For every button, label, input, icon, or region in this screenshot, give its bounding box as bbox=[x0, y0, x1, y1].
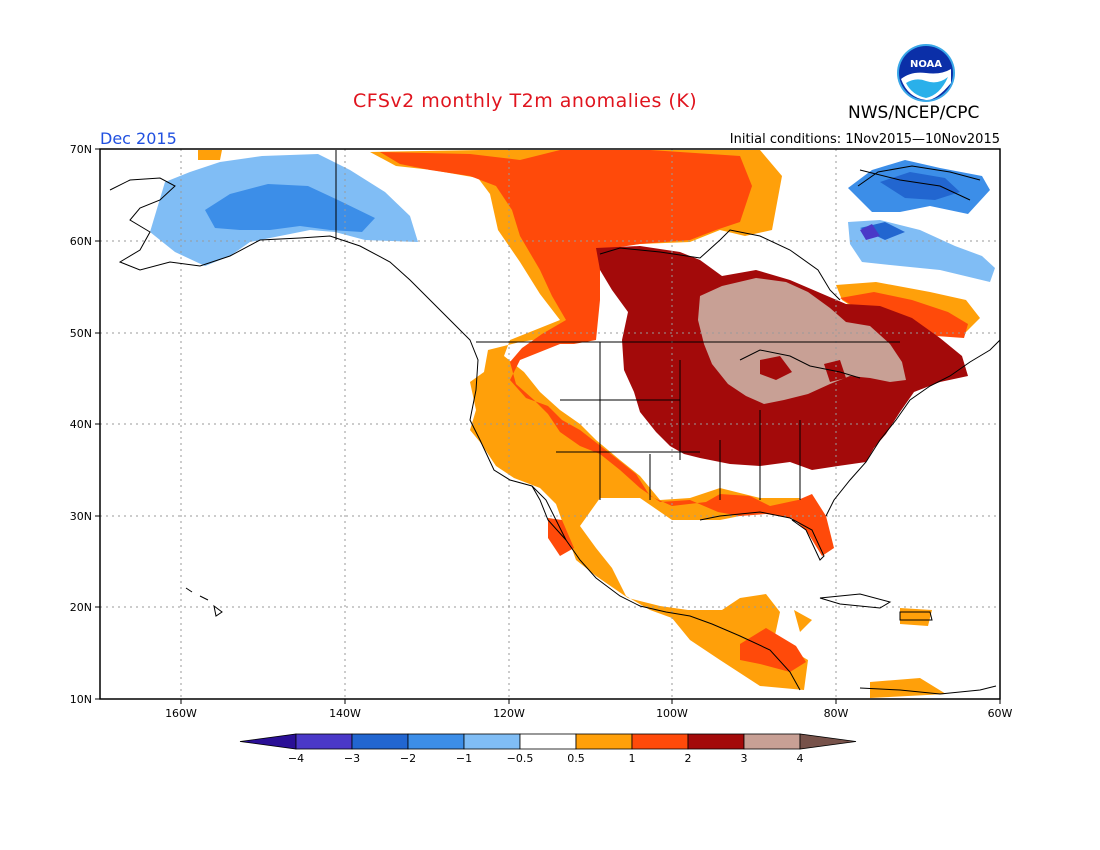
colorbar-box bbox=[351, 733, 409, 750]
lat-label-20n: 20N bbox=[70, 601, 92, 614]
colorbar-arrow-high bbox=[799, 733, 857, 750]
colorbar-label: −3 bbox=[344, 752, 360, 765]
lat-label-50n: 50N bbox=[70, 327, 92, 340]
map-title: CFSv2 monthly T2m anomalies (K) bbox=[353, 90, 698, 112]
warm-anomaly-1-2 bbox=[380, 150, 968, 672]
colorbar-label: 2 bbox=[685, 752, 692, 765]
warm-anomaly-2-3-spot bbox=[760, 356, 846, 382]
colorbar-label: 4 bbox=[797, 752, 804, 765]
lat-label-40n: 40N bbox=[70, 418, 92, 431]
lat-label-60n: 60N bbox=[70, 235, 92, 248]
noaa-logo-text: NOAA bbox=[910, 59, 942, 70]
lon-label-100w: 100W bbox=[656, 707, 688, 720]
eastern-canada-cold-anomaly bbox=[848, 160, 995, 282]
colorbar-label: 3 bbox=[741, 752, 748, 765]
alaska-cold-anomaly bbox=[150, 154, 418, 266]
colorbar-label: 0.5 bbox=[567, 752, 585, 765]
colorbar-box bbox=[687, 733, 745, 750]
warm-anomaly-3-4 bbox=[698, 278, 906, 404]
coastlines bbox=[109, 150, 1000, 695]
colorbar-box bbox=[463, 733, 521, 750]
lon-label-160w: 160W bbox=[165, 707, 197, 720]
tick-marks bbox=[95, 148, 1001, 704]
colorbar-box bbox=[575, 733, 633, 750]
colorbar-label: −0.5 bbox=[507, 752, 534, 765]
colorbar-box bbox=[295, 733, 353, 750]
forecast-month: Dec 2015 bbox=[100, 129, 177, 148]
colorbar-box bbox=[631, 733, 689, 750]
colorbar-arrow-low bbox=[239, 733, 297, 750]
colorbar-box bbox=[519, 733, 577, 750]
colorbar-label: −2 bbox=[400, 752, 416, 765]
colorbar-label: −1 bbox=[456, 752, 472, 765]
colorbar-box bbox=[407, 733, 465, 750]
lon-label-140w: 140W bbox=[329, 707, 361, 720]
lat-label-10n: 10N bbox=[70, 693, 92, 706]
lat-lon-grid bbox=[100, 149, 1000, 699]
lon-label-80w: 80W bbox=[824, 707, 849, 720]
lon-label-60w: 60W bbox=[988, 707, 1013, 720]
lat-label-70n: 70N bbox=[70, 143, 92, 156]
noaa-logo: NOAA bbox=[897, 44, 955, 102]
colorbar-label: 1 bbox=[629, 752, 636, 765]
colorbar-box bbox=[743, 733, 801, 750]
agency-label: NWS/NCEP/CPC bbox=[848, 103, 980, 123]
colorbar-label: −4 bbox=[288, 752, 304, 765]
lon-label-120w: 120W bbox=[493, 707, 525, 720]
lat-label-30n: 30N bbox=[70, 510, 92, 523]
initial-conditions: Initial conditions: 1Nov2015—10Nov2015 bbox=[729, 132, 1000, 147]
